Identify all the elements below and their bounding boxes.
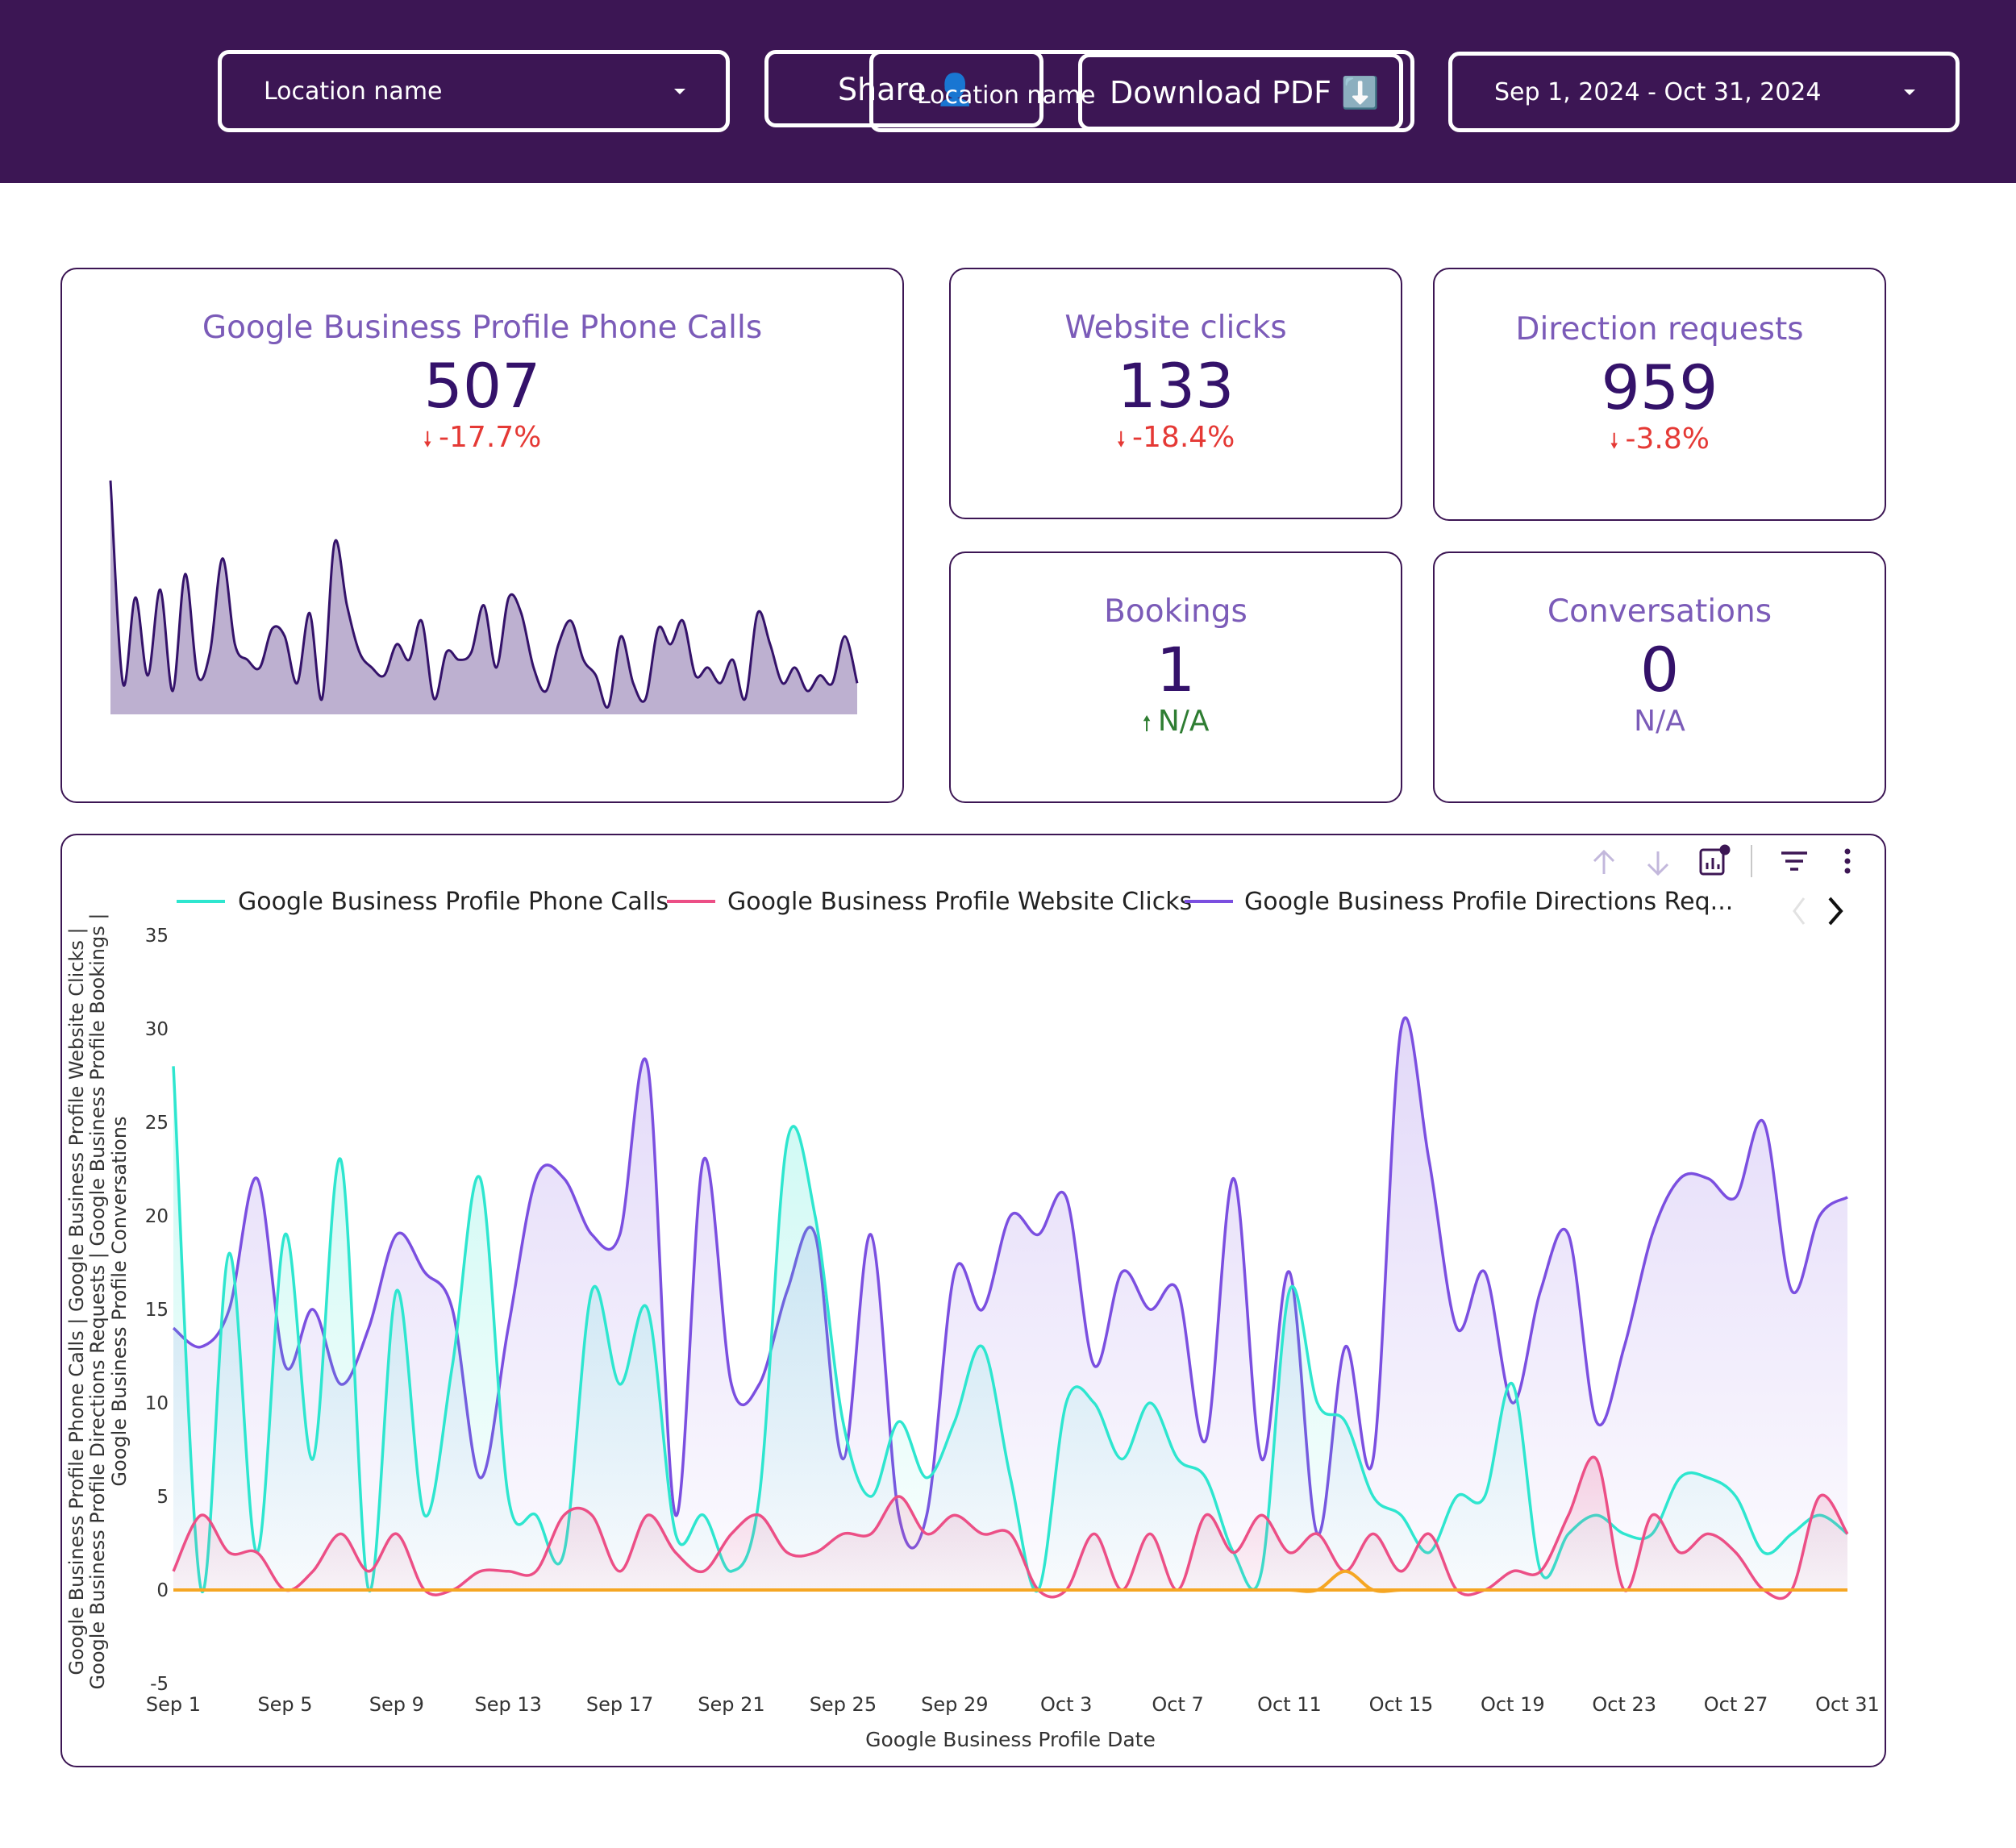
more-vert-icon[interactable] <box>1844 848 1851 874</box>
plot-area <box>172 1016 1849 1600</box>
y-tick-label: 20 <box>145 1206 169 1227</box>
x-tick-label: Sep 9 <box>369 1693 424 1716</box>
arrow-down-icon: 🠗 <box>1116 428 1133 452</box>
sparkline <box>109 480 859 714</box>
x-tick-label: Oct 31 <box>1815 1693 1880 1716</box>
arrow-up-icon: 🠕 <box>1142 712 1158 736</box>
svg-text:Google Business Profile Conver: Google Business Profile Conversations <box>108 1116 131 1486</box>
x-tick-label: Oct 7 <box>1152 1693 1203 1716</box>
kpi-title: Website clicks <box>1064 310 1287 346</box>
filter-icon[interactable] <box>1781 851 1807 871</box>
location-dropdown-label: Location name <box>264 77 443 106</box>
x-tick-label: Sep 1 <box>146 1693 201 1716</box>
timeseries-chart: Google Business Profile Phone Calls Goog… <box>65 844 1880 1751</box>
svg-text:Google Business Profile Websit: Google Business Profile Website Clicks <box>727 888 1192 916</box>
svg-text:Google Business Profile Phone: Google Business Profile Phone Calls | Go… <box>65 927 88 1675</box>
x-tick-label: Oct 15 <box>1369 1693 1434 1716</box>
chevron-down-icon <box>1904 89 1915 95</box>
legend-item-directions[interactable]: Google Business Profile Directions Req..… <box>1185 888 1733 916</box>
x-tick-label: Oct 23 <box>1592 1693 1656 1716</box>
y-tick-label: 25 <box>145 1113 169 1134</box>
download-pdf-label: Download PDF ⬇️ <box>1110 75 1380 110</box>
kpi-value: 0 <box>1639 634 1680 705</box>
sparkline-area <box>110 481 857 714</box>
x-tick-label: Oct 19 <box>1481 1693 1545 1716</box>
arrow-down-icon: 🠗 <box>423 428 439 452</box>
location-overlay-label: Location name <box>917 81 1096 110</box>
x-tick-label: Sep 29 <box>921 1693 988 1716</box>
kpi-card-website-clicks: Website clicks 133 🠗 -18.4% <box>949 268 1402 519</box>
x-tick-label: Sep 17 <box>586 1693 653 1716</box>
series-directions-line[interactable] <box>172 1016 1848 1550</box>
y-tick-label: 35 <box>145 926 169 947</box>
svg-text:Google Business Profile Direct: Google Business Profile Directions Req..… <box>1244 888 1733 916</box>
x-tick-label: Sep 5 <box>257 1693 312 1716</box>
kpi-title: Bookings <box>1104 593 1248 630</box>
kpi-change: 🠗 -3.8% <box>1610 422 1710 456</box>
svg-text:Google Business Profile Direct: Google Business Profile Directions Reque… <box>86 914 109 1690</box>
kpi-value: 133 <box>1117 350 1235 422</box>
x-axis-ticks: Sep 1 Sep 5 Sep 9 Sep 13 Sep 17 Sep 21 Sep 25 S… <box>146 1693 1880 1716</box>
y-tick-label: 5 <box>156 1487 169 1508</box>
kpi-card-phone-calls: Google Business Profile Phone Calls 507 … <box>60 268 904 803</box>
x-tick-label: Sep 25 <box>810 1693 877 1716</box>
kpi-card-conversations: Conversations 0 N/A <box>1433 551 1886 803</box>
chevron-down-icon <box>674 88 685 94</box>
chart-settings-icon[interactable] <box>1699 844 1731 876</box>
legend-item-website-clicks[interactable]: Google Business Profile Website Clicks <box>667 888 1192 916</box>
kpi-title: Conversations <box>1547 593 1772 630</box>
y-tick-label: 10 <box>145 1393 169 1414</box>
download-pdf-button[interactable]: Download PDF ⬇️ <box>1078 53 1403 131</box>
kpi-change: 🠗 -17.7% <box>423 421 542 454</box>
series-bookings-line[interactable] <box>173 1569 1847 1593</box>
date-range-label: Sep 1, 2024 - Oct 31, 2024 <box>1494 77 1822 106</box>
x-tick-label: Oct 27 <box>1704 1693 1768 1716</box>
x-tick-label: Sep 13 <box>474 1693 541 1716</box>
kpi-change: 🠗 -18.4% <box>1116 421 1235 454</box>
kpi-value: 507 <box>423 350 541 422</box>
x-tick-label: Oct 3 <box>1040 1693 1092 1716</box>
kpi-card-bookings: Bookings 1 🠕 N/A <box>949 551 1402 803</box>
series-phone-calls-line[interactable] <box>172 1066 1849 1594</box>
legend-prev-icon[interactable] <box>1793 897 1806 925</box>
share-label: Share 👤 <box>838 72 975 107</box>
x-axis-label: Google Business Profile Date <box>865 1728 1156 1751</box>
y-tick-label: 15 <box>145 1300 169 1321</box>
sort-ascending-icon[interactable] <box>1593 849 1615 874</box>
location-dropdown[interactable]: Location name <box>218 50 730 132</box>
x-tick-label: Sep 21 <box>698 1693 764 1716</box>
x-tick-label: Oct 11 <box>1257 1693 1322 1716</box>
legend-next-icon[interactable] <box>1828 897 1843 926</box>
series-website-clicks-area <box>173 1457 1847 1599</box>
sort-descending-icon[interactable] <box>1647 851 1669 876</box>
sparkline-line <box>109 480 859 709</box>
kpi-card-direction-requests: Direction requests 959 🠗 -3.8% <box>1433 268 1886 521</box>
chart-legend: Google Business Profile Phone Calls Goog… <box>177 888 1733 916</box>
svg-text:Google Business Profile Phone: Google Business Profile Phone Calls <box>238 888 669 916</box>
y-axis-ticks: 35 30 25 20 15 10 5 0 -5 <box>145 926 169 1695</box>
y-axis-label: Google Business Profile Phone Calls | Go… <box>65 914 131 1690</box>
kpi-change: 🠕 N/A <box>1142 705 1210 738</box>
y-tick-label: 0 <box>156 1580 169 1601</box>
kpi-title: Direction requests <box>1515 311 1804 348</box>
legend-item-phone-calls[interactable]: Google Business Profile Phone Calls <box>177 888 669 916</box>
timeseries-chart-card: Google Business Profile Phone Calls Goog… <box>60 834 1886 1767</box>
arrow-down-icon: 🠗 <box>1610 430 1626 454</box>
kpi-value: 959 <box>1601 352 1718 423</box>
y-tick-label: 30 <box>145 1019 169 1040</box>
y-tick-label: -5 <box>150 1674 169 1695</box>
series-phone-calls-area <box>173 1066 1847 1592</box>
kpi-change: N/A <box>1634 705 1685 738</box>
kpi-title: Google Business Profile Phone Calls <box>202 310 763 346</box>
kpi-value: 1 <box>1156 634 1196 705</box>
date-range-picker[interactable]: Sep 1, 2024 - Oct 31, 2024 <box>1448 52 1960 132</box>
header-bar: Location name Share 👤 Location name Down… <box>0 0 2016 183</box>
